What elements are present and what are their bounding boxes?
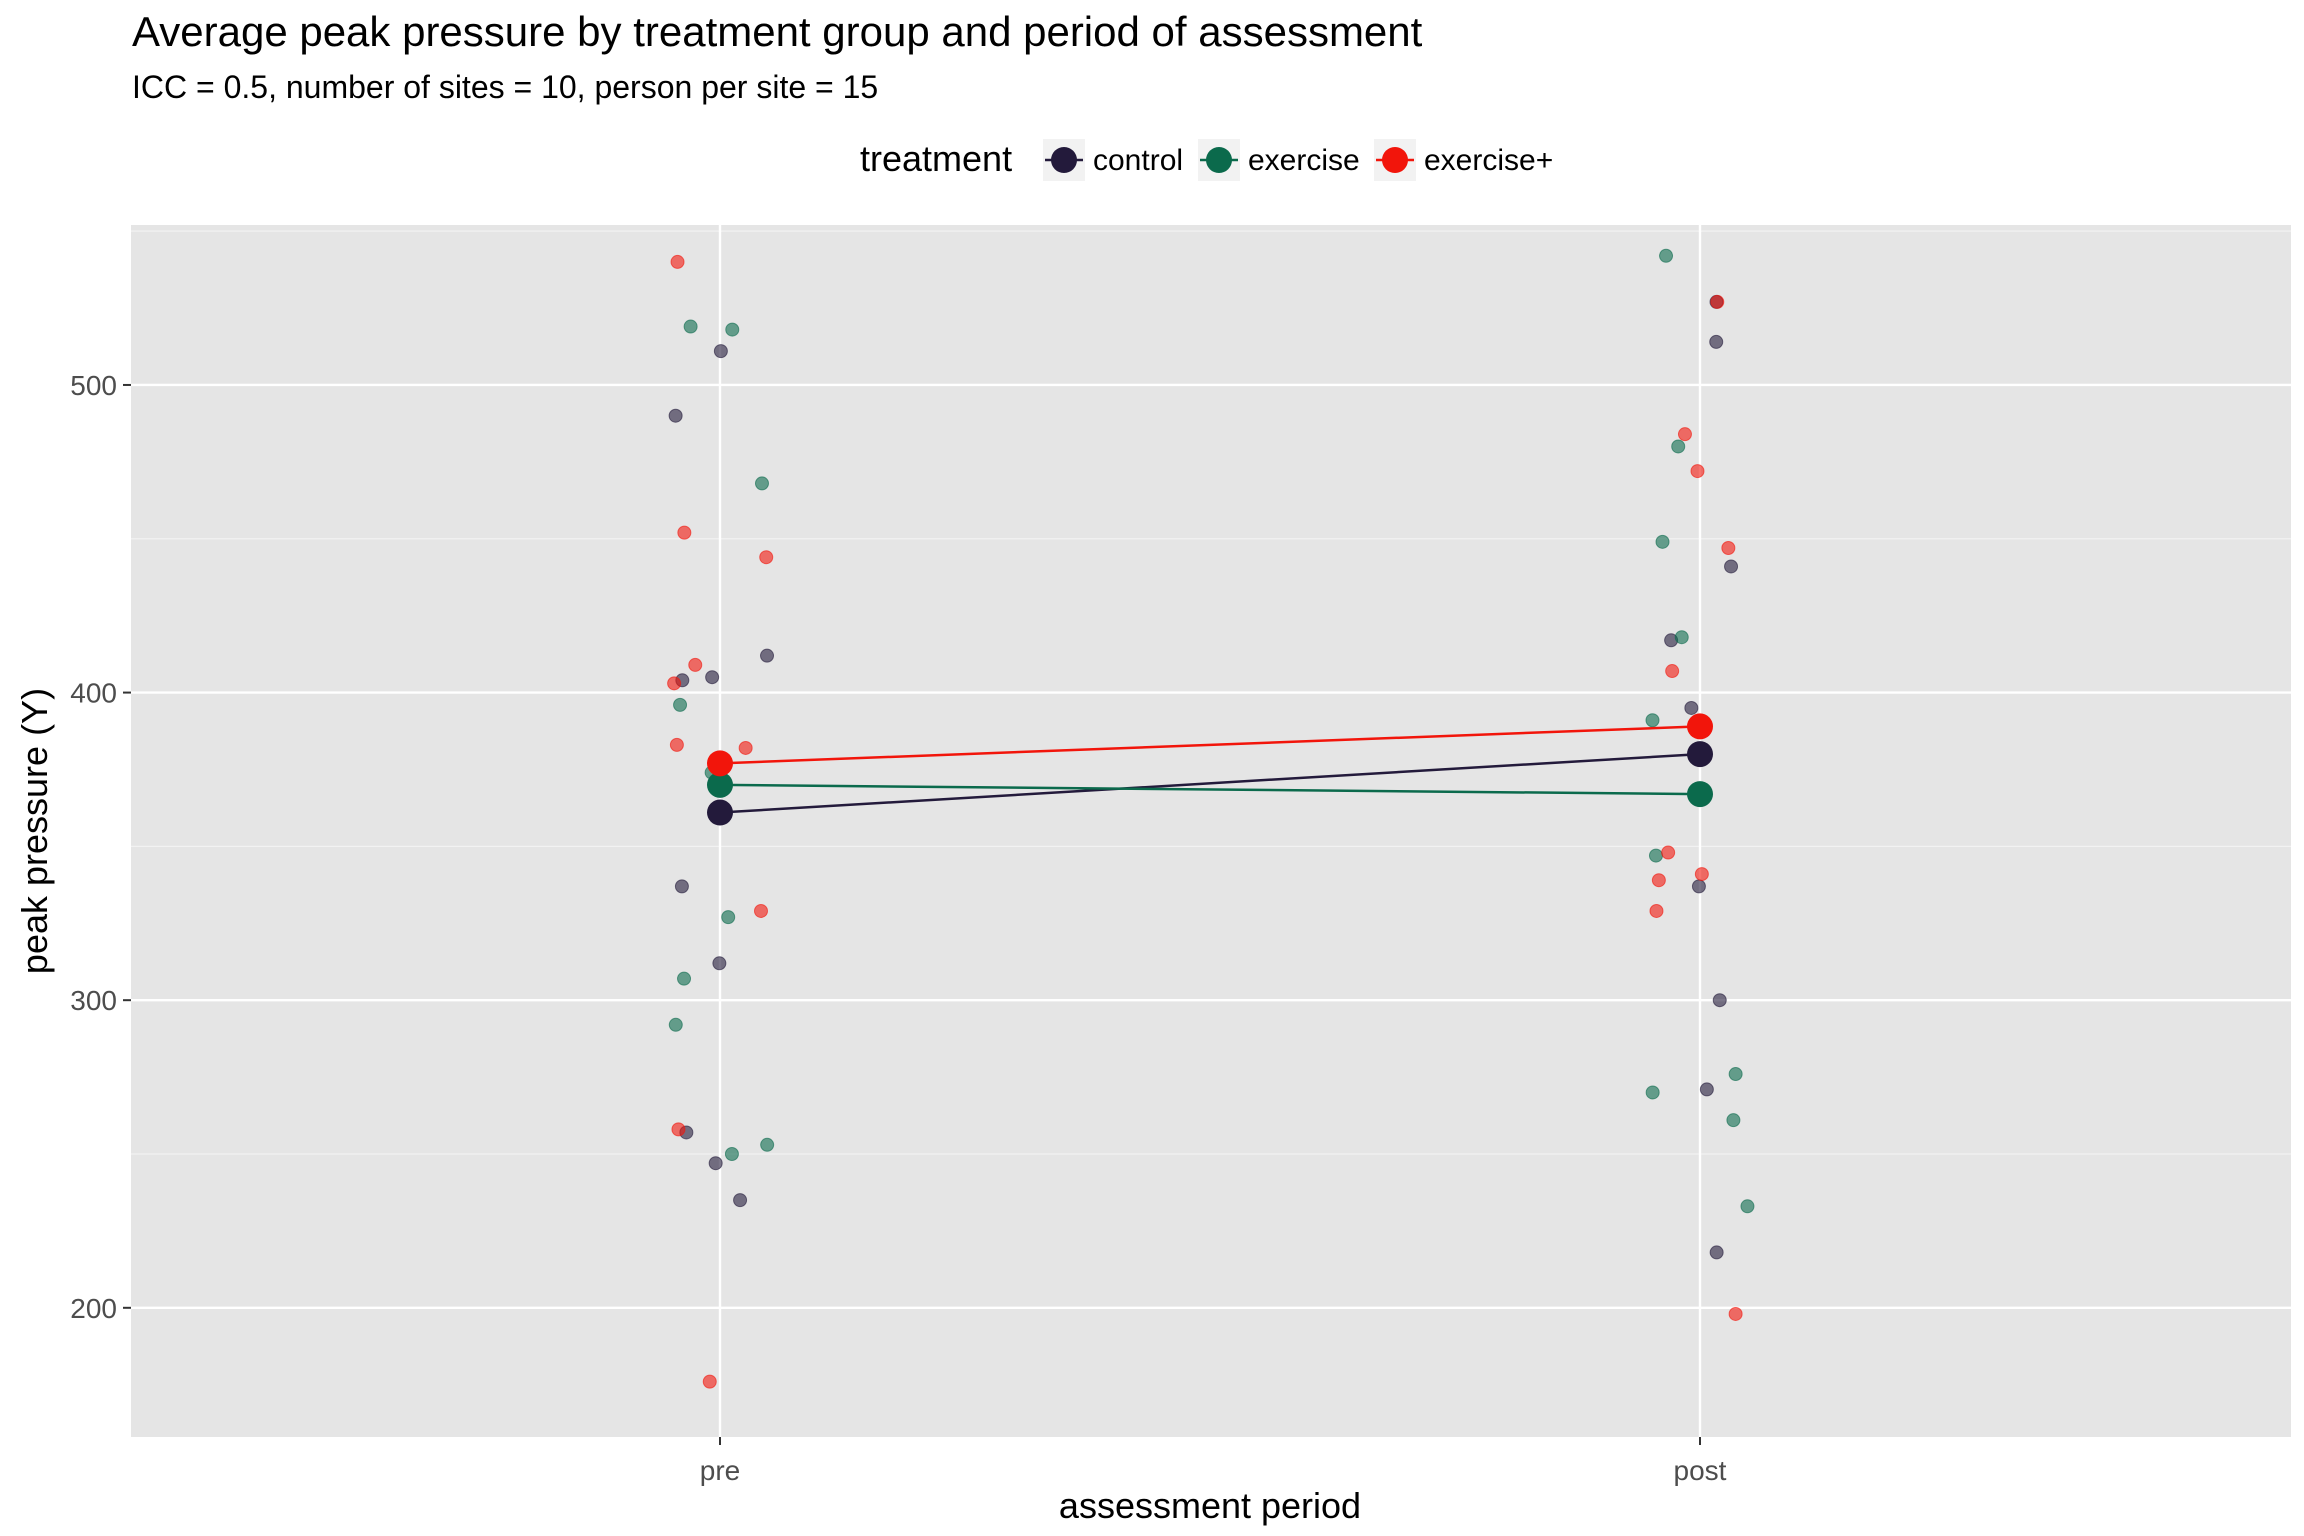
legend-item-control: control bbox=[1043, 139, 1183, 181]
legend: treatment control exercise exercise+ bbox=[860, 138, 1553, 181]
data-point-exercise-plus bbox=[1665, 664, 1680, 679]
data-point-exercise bbox=[1674, 630, 1689, 645]
legend-key-dot bbox=[1051, 147, 1077, 173]
data-point-control bbox=[733, 1193, 748, 1208]
data-point-control bbox=[1724, 559, 1739, 574]
data-point-exercise-plus bbox=[1694, 867, 1709, 882]
data-point-exercise bbox=[1740, 1199, 1755, 1214]
data-point-exercise-plus bbox=[688, 657, 703, 672]
data-point-exercise bbox=[1726, 1113, 1741, 1128]
data-point-exercise-plus bbox=[1728, 1306, 1743, 1321]
data-point-exercise-plus bbox=[677, 525, 692, 540]
data-point-exercise-plus bbox=[669, 737, 684, 752]
mean-point-control bbox=[707, 799, 733, 826]
data-point-exercise bbox=[1648, 848, 1663, 863]
y-tick-label: 400 bbox=[70, 678, 117, 709]
plot-panel bbox=[131, 225, 2291, 1437]
y-tick-label: 300 bbox=[70, 985, 117, 1016]
x-tick-label: post bbox=[1674, 1455, 1727, 1486]
data-point-control bbox=[705, 670, 720, 685]
data-point-exercise-plus bbox=[759, 550, 774, 565]
data-point-exercise bbox=[1659, 248, 1674, 263]
data-point-control bbox=[668, 408, 683, 423]
mean-point-exercise bbox=[707, 771, 733, 798]
data-point-exercise bbox=[725, 322, 740, 337]
data-point-exercise bbox=[1655, 534, 1670, 549]
mean-line-control bbox=[719, 752, 1701, 814]
data-point-exercise bbox=[677, 971, 692, 986]
data-point-control bbox=[712, 956, 727, 971]
mean-lines-layer bbox=[719, 725, 1701, 814]
y-axis-title: peak pressure (Y) bbox=[14, 688, 55, 974]
data-point-exercise-plus bbox=[671, 1122, 686, 1137]
data-point-exercise-plus bbox=[670, 254, 685, 269]
legend-item-exercise: exercise bbox=[1198, 139, 1360, 181]
y-tick-label: 500 bbox=[70, 370, 117, 401]
chart-subtitle: ICC = 0.5, number of sites = 10, person … bbox=[132, 69, 878, 105]
data-point-exercise-plus bbox=[1710, 294, 1725, 309]
legend-title: treatment bbox=[860, 138, 1012, 179]
data-point-control bbox=[674, 879, 689, 894]
data-point-exercise bbox=[1645, 1085, 1660, 1100]
legend-label: control bbox=[1093, 144, 1183, 177]
x-axis: pre post bbox=[700, 1437, 1727, 1486]
data-point-exercise-plus bbox=[1661, 845, 1676, 860]
mean-point-exercise bbox=[1687, 781, 1713, 808]
mean-line-exercise bbox=[719, 783, 1701, 796]
mean-point-control bbox=[1687, 741, 1713, 768]
data-point-exercise bbox=[668, 1017, 683, 1032]
mean-line-exercise-plus bbox=[719, 725, 1701, 765]
legend-items: control exercise exercise+ bbox=[1043, 139, 1553, 181]
data-point-exercise-plus bbox=[1721, 540, 1736, 555]
data-point-exercise-plus bbox=[738, 740, 753, 755]
data-point-exercise-plus bbox=[1649, 903, 1664, 918]
data-point-control bbox=[1691, 879, 1706, 894]
mean-points-layer bbox=[707, 713, 1713, 826]
data-point-control bbox=[1699, 1082, 1714, 1097]
legend-label: exercise+ bbox=[1424, 144, 1553, 177]
points-layer bbox=[667, 248, 1755, 1389]
data-point-exercise bbox=[760, 1137, 775, 1152]
data-point-exercise-plus bbox=[753, 903, 768, 918]
data-point-control bbox=[760, 648, 775, 663]
x-tick-label: pre bbox=[700, 1455, 740, 1486]
data-point-exercise-plus bbox=[1651, 873, 1666, 888]
data-point-exercise bbox=[1671, 439, 1686, 454]
grid-major bbox=[131, 225, 2291, 1437]
legend-item-exercise-plus: exercise+ bbox=[1374, 139, 1553, 181]
data-point-control bbox=[1684, 700, 1699, 715]
data-point-exercise bbox=[673, 697, 688, 712]
data-point-control bbox=[708, 1156, 723, 1171]
legend-label: exercise bbox=[1248, 144, 1360, 177]
data-point-exercise-plus bbox=[1690, 464, 1705, 479]
mean-point-exercise-plus bbox=[707, 750, 733, 777]
legend-key-dot bbox=[1206, 147, 1232, 173]
mean-point-exercise-plus bbox=[1687, 713, 1713, 740]
grid-minor bbox=[131, 230, 2291, 1155]
y-axis: 200 300 400 500 bbox=[70, 370, 131, 1324]
data-point-control bbox=[1709, 334, 1724, 349]
y-tick-label: 200 bbox=[70, 1293, 117, 1324]
chart-title: Average peak pressure by treatment group… bbox=[132, 8, 1423, 55]
data-point-exercise bbox=[724, 1146, 739, 1161]
data-point-exercise bbox=[1728, 1067, 1743, 1082]
data-point-control bbox=[713, 344, 728, 359]
data-point-control bbox=[1709, 1245, 1724, 1260]
data-point-exercise bbox=[754, 476, 769, 491]
x-axis-title: assessment period bbox=[1059, 1485, 1361, 1526]
data-point-control bbox=[1712, 993, 1727, 1008]
data-point-exercise-plus bbox=[702, 1374, 717, 1389]
data-point-exercise bbox=[683, 319, 698, 334]
legend-key-dot bbox=[1382, 147, 1408, 173]
data-point-exercise bbox=[721, 910, 736, 925]
data-point-exercise bbox=[1645, 713, 1660, 728]
data-point-exercise-plus bbox=[1677, 427, 1692, 442]
data-point-exercise-plus bbox=[667, 676, 682, 691]
